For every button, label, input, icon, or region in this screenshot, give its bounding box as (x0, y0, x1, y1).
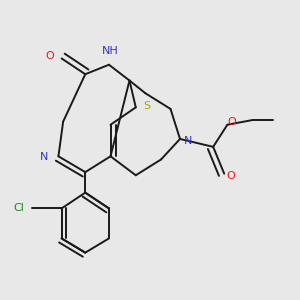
Text: NH: NH (101, 46, 118, 56)
Text: N: N (184, 136, 192, 146)
Text: O: O (227, 171, 236, 181)
Text: N: N (40, 152, 48, 162)
Text: S: S (143, 101, 150, 111)
Text: O: O (46, 51, 54, 61)
Text: O: O (228, 117, 236, 127)
Text: Cl: Cl (13, 203, 24, 213)
